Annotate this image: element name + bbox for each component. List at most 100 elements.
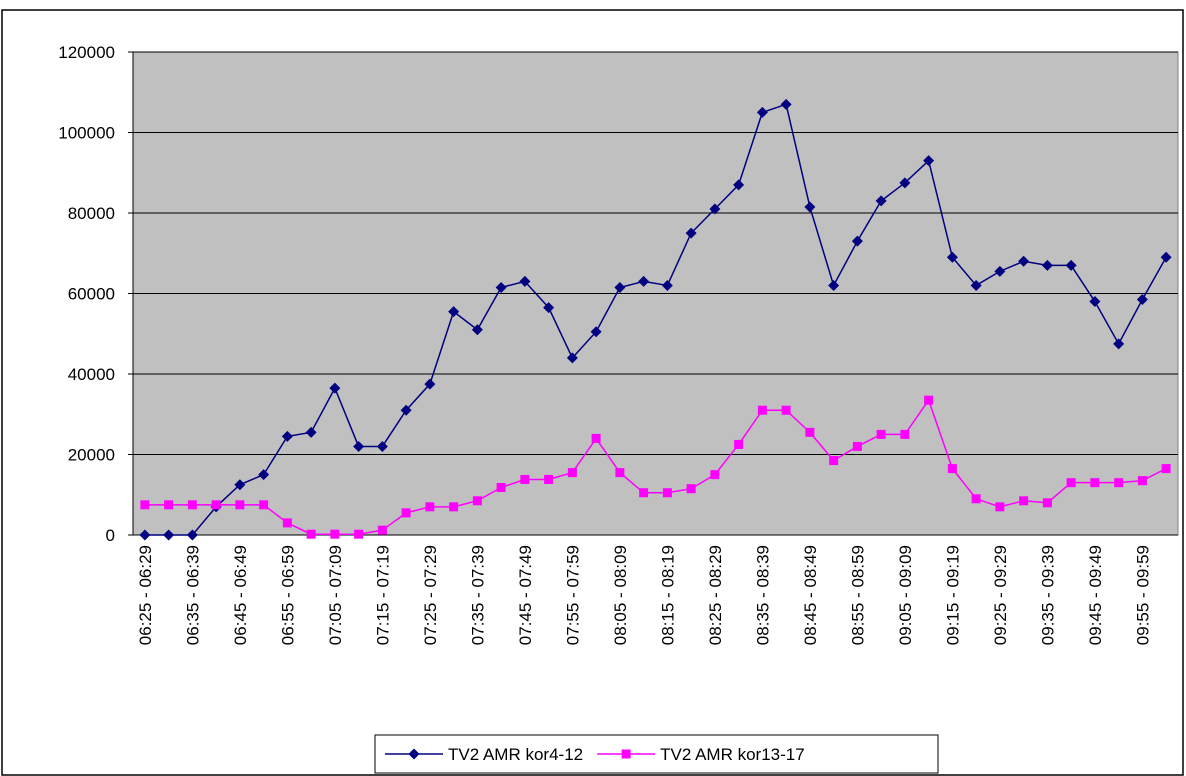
point xyxy=(995,502,1005,512)
point xyxy=(377,525,387,535)
point xyxy=(591,433,601,443)
x-tick-label: 08:45 - 08:49 xyxy=(801,545,820,645)
x-tick-label: 08:15 - 08:19 xyxy=(658,545,677,645)
x-tick-label: 09:35 - 09:39 xyxy=(1038,545,1057,645)
legend: TV2 AMR kor4-12 TV2 AMR kor13-17 xyxy=(374,734,939,774)
point xyxy=(1161,464,1171,474)
point xyxy=(544,474,554,484)
point xyxy=(211,500,221,510)
point xyxy=(1018,255,1030,267)
point xyxy=(971,494,981,504)
point xyxy=(425,502,435,512)
y-tick-label: 100000 xyxy=(58,124,115,143)
point xyxy=(685,227,697,239)
point xyxy=(140,500,150,510)
x-tick-label: 06:45 - 06:49 xyxy=(231,545,250,645)
point xyxy=(376,440,388,452)
point xyxy=(567,468,577,478)
x-tick-label: 07:05 - 07:09 xyxy=(326,545,345,645)
point xyxy=(946,251,958,263)
point xyxy=(471,324,483,336)
point xyxy=(1066,478,1076,488)
point xyxy=(306,529,316,539)
point xyxy=(329,382,341,394)
y-tick-label: 0 xyxy=(106,526,115,545)
x-tick-label: 09:55 - 09:59 xyxy=(1133,545,1152,645)
point xyxy=(282,518,292,528)
point xyxy=(875,195,887,207)
x-tick-label: 09:45 - 09:49 xyxy=(1086,545,1105,645)
point xyxy=(804,201,816,213)
point xyxy=(235,500,245,510)
point xyxy=(281,430,293,442)
point xyxy=(330,529,340,539)
point xyxy=(401,508,411,518)
point xyxy=(947,464,957,474)
x-tick-label: 08:35 - 08:39 xyxy=(753,545,772,645)
point xyxy=(615,468,625,478)
point xyxy=(899,177,911,189)
y-tick-label: 40000 xyxy=(68,365,115,384)
point xyxy=(258,469,270,481)
x-tick-label: 07:35 - 07:39 xyxy=(468,545,487,645)
point xyxy=(709,203,721,215)
legend-label: TV2 AMR kor13-17 xyxy=(660,745,805,764)
y-tick-label: 20000 xyxy=(68,446,115,465)
point xyxy=(852,441,862,451)
x-tick-label: 09:15 - 09:19 xyxy=(943,545,962,645)
point xyxy=(495,281,507,293)
series xyxy=(140,395,1171,539)
point xyxy=(1042,498,1052,508)
point xyxy=(566,352,578,364)
point xyxy=(353,440,365,452)
point xyxy=(163,529,175,541)
y-tick-label: 80000 xyxy=(68,204,115,223)
point xyxy=(520,474,530,484)
point xyxy=(876,429,886,439)
point xyxy=(1136,294,1148,306)
point xyxy=(472,496,482,506)
point xyxy=(970,279,982,291)
point xyxy=(780,98,792,110)
point xyxy=(234,479,246,491)
x-tick-label: 08:25 - 08:29 xyxy=(706,545,725,645)
point xyxy=(923,155,935,167)
point xyxy=(757,405,767,415)
point xyxy=(139,529,151,541)
point xyxy=(1137,476,1147,486)
point xyxy=(543,302,555,314)
x-tick-label: 08:05 - 08:09 xyxy=(611,545,630,645)
point xyxy=(187,500,197,510)
point xyxy=(734,439,744,449)
point xyxy=(781,405,791,415)
point xyxy=(449,502,459,512)
point xyxy=(1019,496,1029,506)
point xyxy=(305,426,317,438)
point xyxy=(519,275,531,287)
point xyxy=(1041,259,1053,271)
x-tick-label: 09:25 - 09:29 xyxy=(991,545,1010,645)
point xyxy=(259,500,269,510)
y-tick-label: 120000 xyxy=(58,43,115,62)
x-tick-label: 09:05 - 09:09 xyxy=(896,545,915,645)
series-line xyxy=(144,103,1167,536)
point xyxy=(496,483,506,493)
point xyxy=(662,488,672,498)
x-tick-label: 06:35 - 06:39 xyxy=(183,545,202,645)
point xyxy=(686,484,696,494)
point xyxy=(621,749,631,759)
point xyxy=(900,429,910,439)
point xyxy=(1089,296,1101,308)
point xyxy=(614,281,626,293)
point xyxy=(639,488,649,498)
point xyxy=(448,306,460,318)
point xyxy=(924,395,934,405)
point xyxy=(354,529,364,539)
point xyxy=(400,404,412,416)
point xyxy=(829,456,839,466)
x-tick-label: 06:55 - 06:59 xyxy=(278,545,297,645)
legend-box xyxy=(374,734,939,774)
point xyxy=(1065,259,1077,271)
point xyxy=(1113,338,1125,350)
point xyxy=(638,275,650,287)
